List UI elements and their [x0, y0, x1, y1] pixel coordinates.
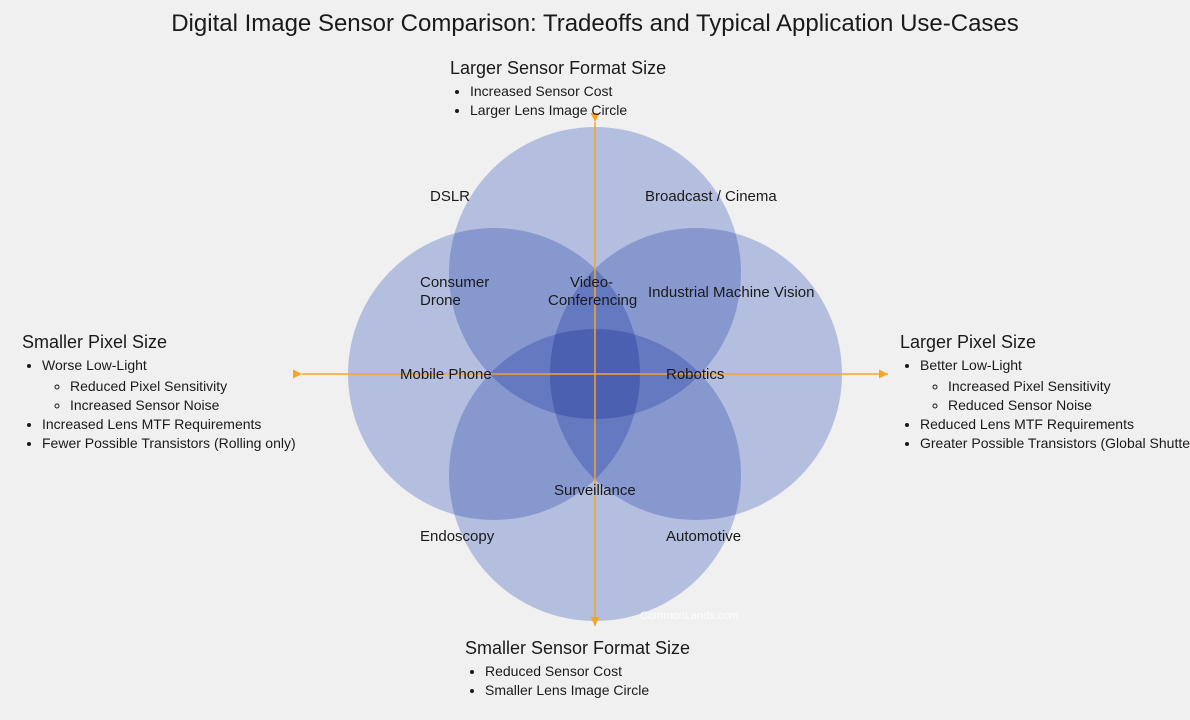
axis-label-bottom: Smaller Sensor Format Size Reduced Senso…: [465, 636, 785, 700]
app-label-consumer-drone-2: Drone: [420, 292, 461, 309]
sub-bullet: Increased Sensor Noise: [70, 396, 322, 415]
bullet: Worse Low-Light Reduced Pixel Sensitivit…: [42, 356, 322, 415]
axis-heading: Larger Pixel Size: [900, 330, 1190, 354]
app-label-robotics: Robotics: [666, 366, 724, 383]
sub-bullet: Increased Pixel Sensitivity: [948, 377, 1190, 396]
app-label-broadcast: Broadcast / Cinema: [645, 188, 777, 205]
diagram-canvas: Digital Image Sensor Comparison: Tradeof…: [0, 0, 1190, 720]
page-title: Digital Image Sensor Comparison: Tradeof…: [0, 10, 1190, 38]
sub-bullet: Reduced Pixel Sensitivity: [70, 377, 322, 396]
venn-circle-left: [348, 228, 640, 520]
bullet: Fewer Possible Transistors (Rolling only…: [42, 434, 322, 453]
axis-label-top: Larger Sensor Format Size Increased Sens…: [450, 56, 770, 120]
sub-bullet: Reduced Sensor Noise: [948, 396, 1190, 415]
bullet: Increased Lens MTF Requirements: [42, 415, 322, 434]
axis-bullets: Worse Low-Light Reduced Pixel Sensitivit…: [22, 356, 322, 452]
axis-label-left: Smaller Pixel Size Worse Low-Light Reduc…: [22, 330, 322, 453]
app-label-video-conferencing-2: Conferencing: [548, 292, 637, 309]
app-label-dslr: DSLR: [430, 188, 470, 205]
app-label-endoscopy: Endoscopy: [420, 528, 494, 545]
app-label-consumer-drone: Consumer: [420, 274, 489, 291]
bullet: Larger Lens Image Circle: [470, 101, 770, 120]
bullet: Better Low-Light Increased Pixel Sensiti…: [920, 356, 1190, 415]
axis-heading: Smaller Sensor Format Size: [465, 636, 785, 660]
axis-bullets: Reduced Sensor Cost Smaller Lens Image C…: [465, 662, 785, 700]
app-label-surveillance: Surveillance: [554, 482, 636, 499]
axis-heading: Smaller Pixel Size: [22, 330, 322, 354]
app-label-mobile-phone: Mobile Phone: [400, 366, 492, 383]
bullet: Reduced Lens MTF Requirements: [920, 415, 1190, 434]
app-label-industrial-machine-vision: Industrial Machine Vision: [648, 284, 814, 301]
bullet: Increased Sensor Cost: [470, 82, 770, 101]
axis-heading: Larger Sensor Format Size: [450, 56, 770, 80]
bullet: Smaller Lens Image Circle: [485, 681, 785, 700]
axis-bullets: Increased Sensor Cost Larger Lens Image …: [450, 82, 770, 120]
bullet: Reduced Sensor Cost: [485, 662, 785, 681]
bullet: Greater Possible Transistors (Global Shu…: [920, 434, 1190, 453]
axis-label-right: Larger Pixel Size Better Low-Light Incre…: [900, 330, 1190, 453]
axis-bullets: Better Low-Light Increased Pixel Sensiti…: [900, 356, 1190, 452]
watermark: CommonLands.com: [640, 610, 738, 622]
app-label-automotive: Automotive: [666, 528, 741, 545]
app-label-video-conferencing: Video-: [570, 274, 613, 291]
